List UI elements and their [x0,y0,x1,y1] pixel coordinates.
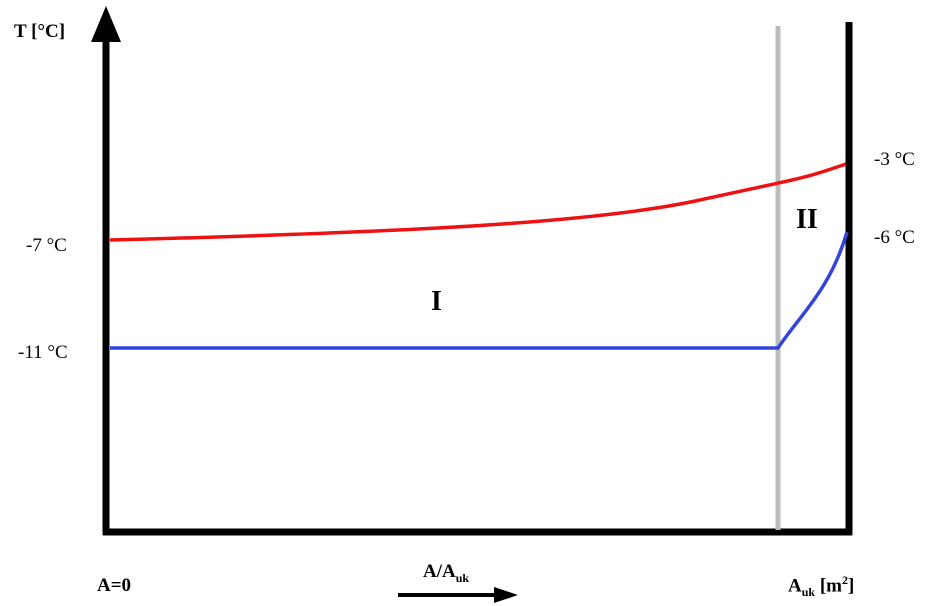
direction-arrow-head [494,587,518,603]
x-axis-label-sub: uk [455,570,470,585]
x-end-label: Auk [m2] [788,574,854,598]
x-end-label-main: A [788,575,802,597]
x-axis-label: A/Auk [423,562,469,584]
y-axis-label: T [°C] [14,21,66,42]
x-end-label-unit-open: [m [815,575,842,597]
blue-curve [110,231,849,350]
red-curve [109,162,847,242]
region-II-label: II [796,204,818,235]
x-end-label-unit-close: ] [848,575,855,597]
cold-outlet-temp-label: -6 °C [874,227,915,248]
x-axis-label-main: A/A [423,561,456,582]
cold-flat-temp-label: -11 °C [18,342,68,363]
x-end-label-sup: 2 [842,573,848,587]
y-axis-arrowhead [91,6,121,42]
x-start-label: A=0 [97,575,132,596]
hot-outlet-temp-label: -3 °C [874,149,915,170]
x-end-label-sub: uk [801,585,816,600]
region-I-label: I [431,286,442,317]
hot-inlet-temp-label: -7 °C [26,235,67,256]
